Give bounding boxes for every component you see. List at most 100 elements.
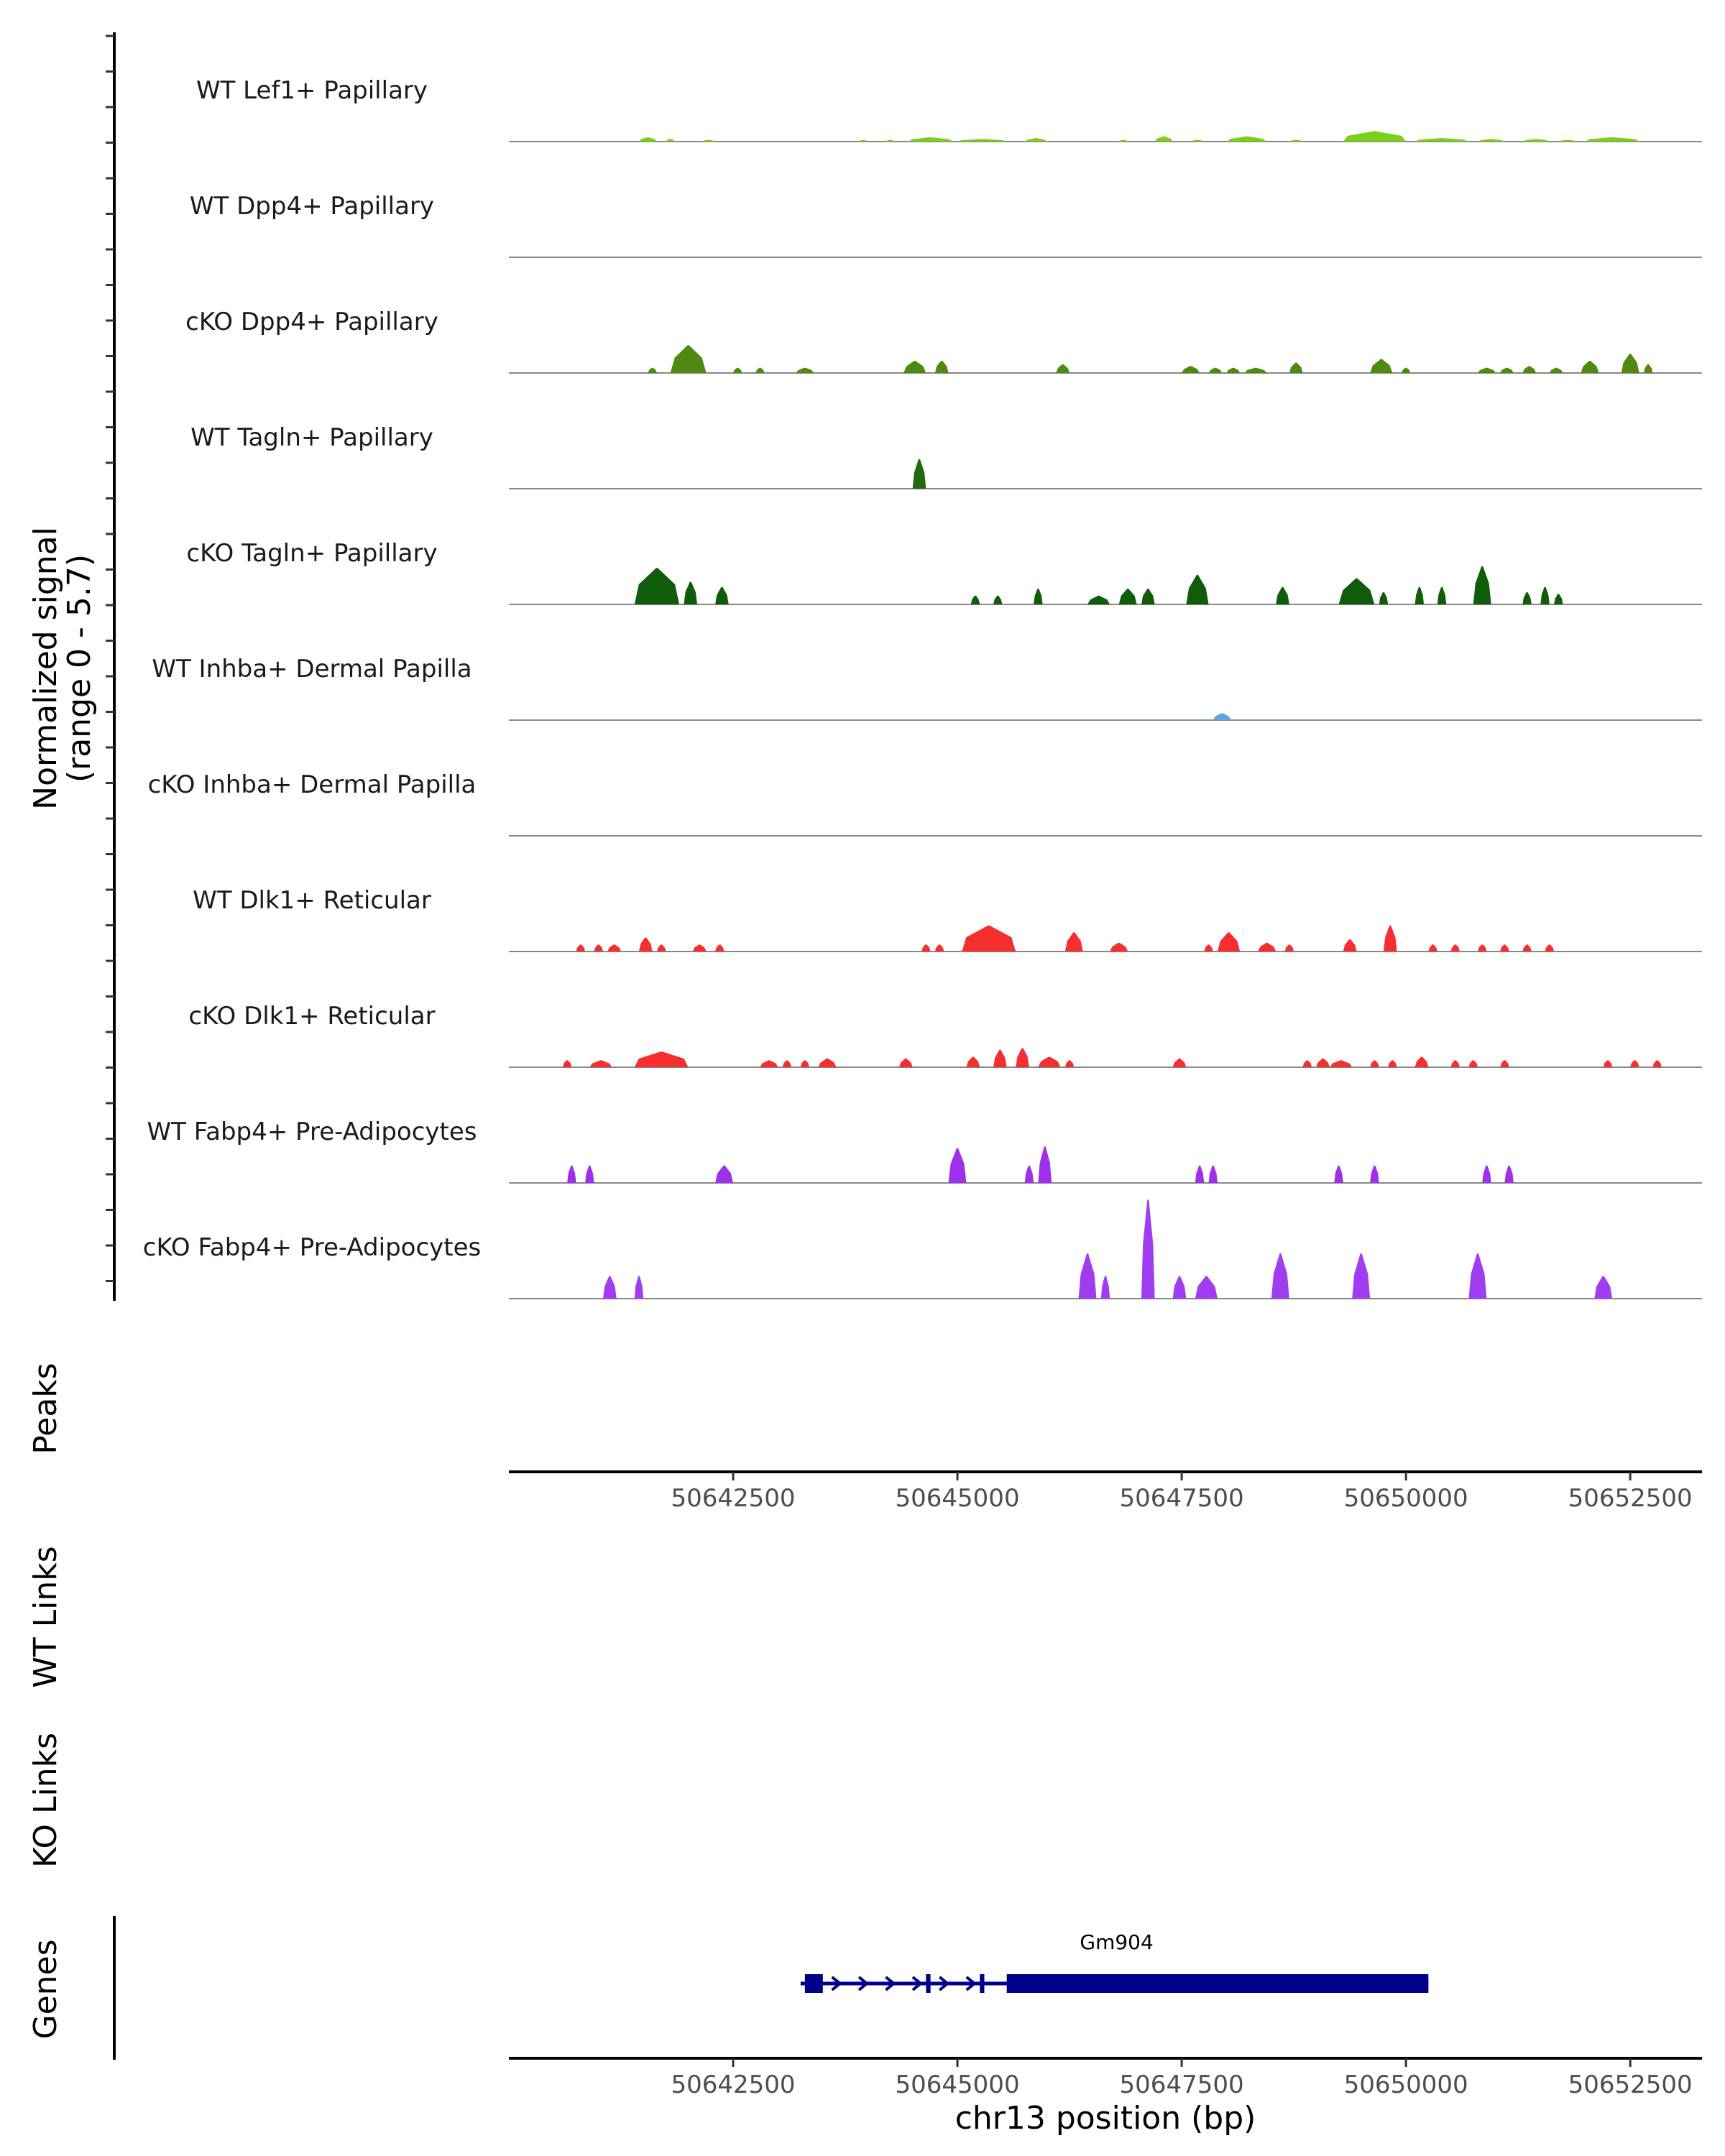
track-label: WT Fabp4+ Pre-Adipocytes [147,1118,477,1146]
track-wt-dlk1-reticular: WT Dlk1+ Reticular [193,886,1702,952]
coverage-peak [1334,1165,1343,1183]
track-wt-fabp4-pre-adipocytes: WT Fabp4+ Pre-Adipocytes [147,1118,1702,1184]
coverage-peak [934,361,949,373]
coverage-peak [1473,566,1491,604]
strand-arrow [939,1976,950,1991]
coverage-peak [1437,586,1447,604]
coverage-peak [1414,1056,1429,1067]
coverage-peak [1141,1199,1155,1299]
gene-exon [980,1974,985,1993]
coverage-peak [796,367,814,373]
coverage-peak [1302,1060,1312,1067]
coverage-peak [648,367,657,373]
coverage-peak [1056,364,1070,373]
track-label: WT Dpp4+ Papillary [190,192,434,221]
track-wt-lef1-papillary: WT Lef1+ Papillary [196,76,1702,142]
track-label: cKO Dlk1+ Reticular [188,1002,435,1031]
coverage-peak [1414,586,1425,604]
track-cko-dlk1-reticular: cKO Dlk1+ Reticular [188,1002,1702,1068]
coverage-peak [702,139,716,142]
x-tick-label: 50650000 [1344,1484,1468,1513]
coverage-peak [1154,136,1173,142]
coverage-peak [1182,366,1200,373]
wt-links-panel-title: WT Links [27,1546,64,1687]
x-tick-label: 50650000 [1344,2070,1468,2099]
coverage-peak [1226,136,1267,142]
coverage-peak [1172,1276,1187,1299]
coverage-peak [1038,1056,1061,1067]
coverage-peak [755,367,765,373]
coverage-peak [1630,1060,1639,1067]
track-cko-inhba-dermal-papilla: cKO Inhba+ Dermal Papilla [148,770,1702,837]
track-label: cKO Inhba+ Dermal Papilla [148,770,477,799]
coverage-peak [1330,1060,1353,1067]
coverage-peak [1016,1048,1029,1067]
coverage-peak [1581,361,1599,373]
coverage-peak [1316,1058,1330,1067]
coverage-peak [782,1060,792,1067]
coverage-peak [684,581,698,604]
coverage-peak [962,925,1016,952]
peaks-x-ticks: 50642500 50645000 50647500 50650000 50652500 [671,1472,1693,1513]
coverage-peak [1244,367,1267,373]
coverage-peak [733,367,742,373]
coverage-peak [715,944,724,952]
coverage-peak [886,139,895,142]
coverage-peak [638,137,657,142]
coverage-peak [1504,1165,1514,1183]
coverage-peak [634,1276,644,1299]
coverage-peak [1226,367,1241,373]
coverage-peak [800,1060,810,1067]
x-tick-label: 50652500 [1568,2070,1693,2099]
coverage-peak [1554,594,1563,604]
coverage-peak [970,595,980,604]
coverage-axis-title: Normalized signal [27,527,64,810]
coverage-peak [1208,1165,1218,1183]
coverage-peak [1500,367,1514,373]
gene-exon [926,1974,931,1993]
coverage-peak [1172,1058,1187,1067]
coverage-peak [1289,362,1303,373]
coverage-peak [948,1148,967,1183]
coverage-peak [1213,713,1231,720]
coverage-peak [1450,944,1460,952]
coverage-peak [993,595,1003,604]
coverage-peak [903,361,926,373]
coverage-peak [1522,944,1532,952]
coverage-peak [670,345,707,373]
coverage-peak [1038,1146,1052,1183]
genes-panel-title: Genes [27,1939,64,2039]
gene-exon [1006,1974,1429,1993]
ko-links-panel-title: KO Links [27,1733,64,1868]
coverage-peak [1468,1253,1487,1299]
gene-exon [804,1974,823,1993]
coverage-peak [1643,364,1653,373]
track-cko-fabp4-pre-adipocytes: cKO Fabp4+ Pre-Adipocytes [143,1199,1702,1299]
coverage-axis-subtitle: (range 0 - 5.7) [61,554,98,783]
coverage-peak [1034,589,1043,604]
coverage-peak [1549,367,1563,373]
coverage-peak [1621,354,1639,373]
coverage-peak [1024,138,1047,142]
coverage-y-ticks [106,34,114,1282]
coverage-peak [1401,367,1411,373]
coverage-peak [1603,1060,1613,1067]
strand-arrow [885,1976,896,1991]
x-tick-label: 50647500 [1120,1484,1244,1513]
track-cko-dpp4-papillary: cKO Dpp4+ Papillary [185,308,1702,374]
track-wt-tagln-papillary: WT Tagln+ Papillary [190,423,1702,489]
gene-gm904: Gm904 [800,1930,1429,1993]
coverage-peak [1276,586,1289,604]
track-label: cKO Tagln+ Papillary [186,539,437,568]
genes-x-ticks: 50642500 50645000 50647500 50650000 50652500 [671,2058,1693,2099]
coverage-peak [1388,1060,1397,1067]
peaks-panel-title: Peaks [27,1363,64,1454]
coverage-peak [1545,944,1555,952]
track-cko-tagln-papillary: cKO Tagln+ Papillary [186,539,1702,605]
coverage-peak [715,586,729,604]
coverage-peak [1414,138,1469,142]
coverage-peak [1383,925,1397,952]
strand-arrow [857,1976,870,1991]
track-label: cKO Fabp4+ Pre-Adipocytes [143,1233,482,1262]
coverage-tracks: WT Lef1+ Papillary WT Dpp4+ Papillary cKO … [143,76,1702,1299]
